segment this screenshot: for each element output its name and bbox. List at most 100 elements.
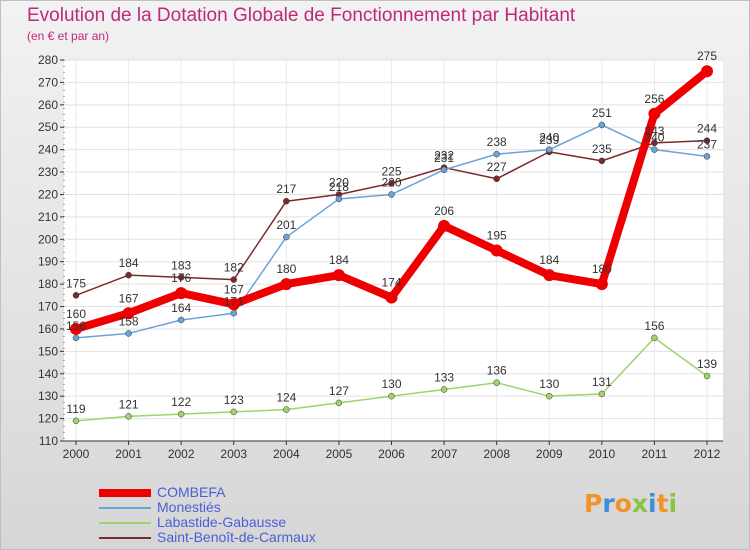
x-tick-label: 2008 bbox=[483, 447, 510, 461]
data-point-labastide-gabausse bbox=[72, 417, 80, 425]
series-group bbox=[70, 65, 713, 425]
x-tick-label: 2007 bbox=[431, 447, 458, 461]
logo-letter: i bbox=[648, 489, 657, 518]
x-tick-label: 2001 bbox=[115, 447, 142, 461]
data-label-labastide-gabausse: 124 bbox=[276, 391, 296, 405]
data-point-monesties bbox=[72, 334, 80, 342]
data-label-combefa: 167 bbox=[224, 282, 244, 296]
y-tick-label: 150 bbox=[38, 344, 58, 358]
data-label-monesties: 164 bbox=[171, 301, 191, 315]
x-tick-label: 2009 bbox=[536, 447, 563, 461]
data-label-combefa: 167 bbox=[119, 291, 139, 305]
logo-letter: t bbox=[656, 489, 669, 518]
logo-letter: i bbox=[668, 489, 678, 518]
data-label-saint-benoit-de-carmaux: 183 bbox=[171, 258, 191, 272]
data-point-saint-benoit-de-carmaux bbox=[651, 139, 658, 147]
data-label-combefa: 180 bbox=[592, 262, 612, 276]
data-point-saint-benoit-de-carmaux bbox=[177, 274, 185, 281]
data-point-combefa bbox=[122, 307, 135, 320]
data-label-saint-benoit-de-carmaux: 244 bbox=[697, 122, 717, 136]
y-tick-label: 270 bbox=[38, 75, 58, 89]
data-point-combefa bbox=[490, 244, 503, 257]
legend-swatch bbox=[99, 522, 151, 524]
data-point-monesties bbox=[335, 195, 343, 203]
data-point-combefa bbox=[543, 269, 556, 282]
data-point-monesties bbox=[388, 191, 395, 198]
data-point-combefa bbox=[701, 65, 713, 78]
y-tick-label: 250 bbox=[38, 120, 58, 134]
data-point-combefa bbox=[280, 278, 293, 291]
logo-letter: r bbox=[602, 489, 615, 518]
proxiti-logo: Proxiti bbox=[584, 489, 677, 518]
data-label-monesties: 238 bbox=[487, 135, 507, 149]
y-tick-label: 260 bbox=[38, 98, 58, 112]
data-label-combefa: 206 bbox=[434, 204, 454, 218]
y-tick-label: 140 bbox=[38, 367, 58, 381]
legend: COMBEFA Monestiés Labastide-Gabausse Sai… bbox=[99, 485, 399, 545]
data-label-saint-benoit-de-carmaux: 239 bbox=[539, 133, 559, 147]
data-point-combefa bbox=[332, 269, 345, 282]
data-point-labastide-gabausse bbox=[335, 399, 343, 407]
data-point-labastide-gabausse bbox=[388, 392, 395, 400]
data-point-saint-benoit-de-carmaux bbox=[493, 175, 500, 183]
logo-letter: o bbox=[614, 489, 632, 518]
legend-item: Monestiés bbox=[99, 500, 399, 515]
x-tick-label: 2005 bbox=[326, 447, 353, 461]
data-point-labastide-gabausse bbox=[703, 372, 711, 380]
data-label-saint-benoit-de-carmaux: 227 bbox=[487, 160, 507, 174]
data-label-saint-benoit-de-carmaux: 232 bbox=[434, 149, 454, 163]
data-label-combefa: 174 bbox=[381, 276, 401, 290]
data-point-monesties bbox=[493, 150, 500, 158]
logo-letter: x bbox=[631, 489, 648, 518]
data-point-monesties bbox=[230, 310, 237, 317]
data-point-monesties bbox=[177, 316, 185, 324]
data-point-saint-benoit-de-carmaux bbox=[388, 180, 395, 187]
data-point-combefa bbox=[175, 287, 188, 300]
x-tick-label: 2011 bbox=[642, 447, 668, 461]
data-label-labastide-gabausse: 119 bbox=[66, 402, 85, 416]
y-tick-label: 130 bbox=[38, 389, 58, 403]
data-label-monesties: 240 bbox=[539, 131, 559, 145]
data-label-monesties: 218 bbox=[329, 180, 349, 194]
data-label-labastide-gabausse: 130 bbox=[539, 377, 559, 391]
data-label-monesties: 240 bbox=[644, 131, 664, 145]
data-point-saint-benoit-de-carmaux bbox=[72, 292, 80, 299]
y-tick-label: 280 bbox=[38, 53, 58, 67]
data-label-monesties: 231 bbox=[434, 151, 454, 165]
data-label-labastide-gabausse: 121 bbox=[119, 397, 139, 411]
y-tick-label: 110 bbox=[39, 434, 58, 448]
y-tick-label: 170 bbox=[38, 300, 58, 314]
data-point-monesties bbox=[703, 153, 711, 160]
x-tick-label: 2010 bbox=[588, 447, 615, 461]
data-point-labastide-gabausse bbox=[230, 408, 237, 416]
data-label-monesties: 158 bbox=[119, 314, 139, 328]
data-label-monesties: 251 bbox=[592, 106, 612, 120]
legend-swatch bbox=[99, 507, 151, 509]
data-label-labastide-gabausse: 127 bbox=[329, 384, 349, 398]
data-point-combefa bbox=[227, 298, 240, 311]
data-label-combefa: 176 bbox=[171, 271, 191, 285]
data-point-labastide-gabausse bbox=[493, 379, 500, 386]
data-point-saint-benoit-de-carmaux bbox=[598, 157, 606, 165]
data-point-saint-benoit-de-carmaux bbox=[283, 197, 290, 205]
data-point-combefa bbox=[438, 219, 451, 232]
data-point-labastide-gabausse bbox=[598, 390, 606, 398]
y-tick-label: 210 bbox=[38, 210, 58, 224]
data-point-combefa bbox=[70, 322, 82, 335]
legend-label: Saint-Benoît-de-Carmaux bbox=[157, 529, 316, 545]
x-tick-label: 2004 bbox=[273, 447, 300, 461]
data-label-monesties: 237 bbox=[697, 137, 717, 151]
y-tick-label: 120 bbox=[38, 412, 58, 426]
legend-swatch bbox=[99, 489, 151, 497]
y-tick-label: 160 bbox=[38, 322, 58, 336]
data-point-labastide-gabausse bbox=[546, 392, 553, 400]
chart-subtitle: (en € et par an) bbox=[27, 29, 110, 43]
legend-swatch bbox=[99, 537, 151, 539]
data-point-saint-benoit-de-carmaux bbox=[230, 276, 237, 283]
data-label-labastide-gabausse: 156 bbox=[644, 319, 664, 333]
data-point-monesties bbox=[546, 146, 553, 153]
y-tick-label: 240 bbox=[38, 143, 58, 157]
legend-label: Monestiés bbox=[157, 499, 221, 515]
data-point-combefa bbox=[648, 107, 661, 120]
